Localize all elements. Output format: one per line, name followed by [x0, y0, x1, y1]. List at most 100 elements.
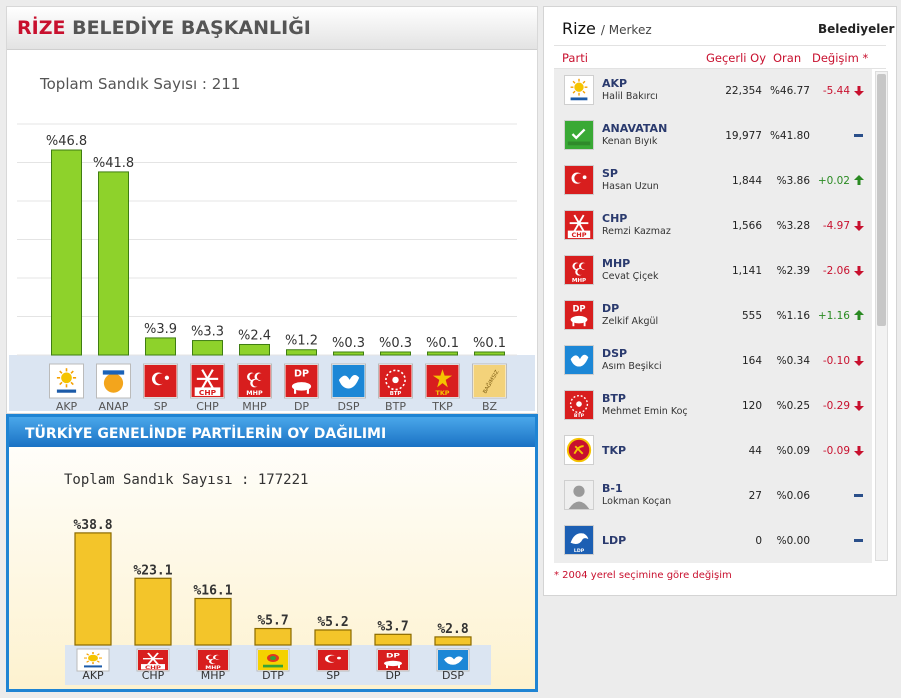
results-type-label[interactable]: Belediyeler [818, 22, 895, 36]
dtp-logo-icon [256, 648, 290, 672]
party-row[interactable]: CHP CHP Remzi Kazmaz 1,566 %3.28 -4.97 [554, 204, 872, 250]
party-row[interactable]: AKP Halil Bakırcı 22,354 %46.77 -5.44 [554, 69, 872, 115]
turkey-panel-header [9, 417, 535, 447]
vote-change: -0.09 [822, 445, 850, 457]
dsp-logo-icon [564, 345, 594, 375]
data-label-chp: %3.3 [191, 325, 224, 340]
dp-logo-icon: DP [376, 648, 410, 672]
data-label-anap: %41.8 [93, 156, 134, 171]
party-row[interactable]: LDP LDP 0 %0.00 [554, 519, 872, 563]
bar-bz [474, 351, 505, 356]
tkp-logo-icon [564, 435, 594, 465]
arrow-down-icon [854, 356, 864, 366]
data-label-akp: %38.8 [73, 518, 112, 533]
bar-btp [380, 351, 411, 356]
no-change-dash-icon [854, 539, 863, 542]
bar-dtp [254, 627, 292, 646]
mhp-logo-icon: MHP [564, 255, 594, 285]
svg-text:MHP: MHP [572, 278, 586, 284]
title-rest: BELEDİYE BAŞKANLIĞI [72, 17, 311, 39]
scrollbar-thumb[interactable] [877, 74, 886, 326]
tick-label-chp: CHP [142, 669, 165, 682]
svg-text:DP: DP [572, 303, 585, 313]
party-row[interactable]: SP Hasan Uzun 1,844 %3.86 +0.02 [554, 159, 872, 205]
vote-share: %3.86 [776, 175, 810, 187]
results-list[interactable]: AKP Halil Bakırcı 22,354 %46.77 -5.44 ANAVATA… [554, 69, 874, 563]
tick-label-dsp: DSP [337, 400, 359, 413]
svg-text:DP: DP [386, 652, 401, 659]
svg-text:BTP: BTP [574, 413, 585, 419]
results-district: / Merkez [600, 23, 652, 37]
tick-label-dtp: DTP [262, 669, 284, 682]
arrow-down-icon [854, 221, 864, 231]
tick-label-mhp: MHP [242, 400, 267, 413]
vote-change: +1.16 [817, 310, 850, 322]
vote-count: 19,977 [725, 130, 762, 142]
dp-logo-icon: DP [564, 300, 594, 330]
party-name: DSP [602, 347, 628, 360]
data-label-bz: %0.1 [473, 336, 506, 351]
party-row[interactable]: TKP 44 %0.09 -0.09 [554, 429, 872, 475]
bar-tkp [427, 351, 458, 356]
results-city: Rize [562, 19, 596, 38]
arrow-down-icon [854, 446, 864, 456]
svg-text:MHP: MHP [205, 666, 221, 671]
results-footnote: * 2004 yerel seçimine göre değişim [554, 570, 732, 581]
akp-logo-icon [76, 648, 110, 672]
svg-text:BTP: BTP [390, 391, 402, 397]
vote-share: %0.06 [776, 490, 810, 502]
candidate-name: Kenan Bıyık [602, 136, 658, 147]
bar-mhp [194, 597, 232, 646]
results-table-panel: Rize / Merkez Belediyeler Parti Geçerli … [543, 6, 897, 596]
bar-anap [98, 171, 129, 356]
svg-text:MHP: MHP [246, 389, 263, 397]
dp-logo-icon: DP [284, 363, 319, 399]
vote-count: 1,566 [731, 220, 762, 232]
party-row[interactable]: B-1 Lokman Koçan 27 %0.06 [554, 474, 872, 520]
party-row[interactable]: DP DP Zelkif Akgül 555 %1.16 +1.16 [554, 294, 872, 340]
party-row[interactable]: ANAVATAN Kenan Bıyık 19,977 %41.80 [554, 114, 872, 160]
turkey-total-ballots: Toplam Sandık Sayısı : 177221 [64, 472, 308, 488]
party-row[interactable]: BTP BTP Mehmet Emin Koç 120 %0.25 -0.29 [554, 384, 872, 430]
svg-text:CHP: CHP [571, 231, 586, 239]
party-name: BTP [602, 392, 626, 405]
vote-count: 27 [748, 490, 762, 502]
chp-logo-icon: CHP [136, 648, 170, 672]
party-row[interactable]: MHP MHP Cevat Çiçek 1,141 %2.39 -2.06 [554, 249, 872, 295]
ldp-logo-icon: LDP [564, 525, 594, 555]
results-scrollbar[interactable] [875, 71, 888, 561]
btp-logo-icon: BTP [564, 390, 594, 420]
anap-logo-icon [96, 363, 131, 399]
bar-mhp [239, 343, 270, 356]
candidate-name: Halil Bakırcı [602, 91, 658, 102]
results-location: Rize / Merkez [562, 19, 652, 38]
rize-total-ballots: Toplam Sandık Sayısı : 211 [40, 75, 241, 93]
bz-logo-icon: BAĞIMSIZ [472, 363, 507, 399]
akp-logo-icon [49, 363, 84, 399]
vote-count: 22,354 [725, 85, 762, 97]
vote-share: %0.00 [776, 535, 810, 547]
party-row[interactable]: DSP Asım Beşikci 164 %0.34 -0.10 [554, 339, 872, 385]
tick-label-chp: CHP [196, 400, 219, 413]
chp-logo-icon: CHP [190, 363, 225, 399]
bar-akp [74, 532, 112, 646]
vote-change: -0.10 [822, 355, 850, 367]
bar-chp [192, 340, 223, 356]
vote-change: +0.02 [817, 175, 850, 187]
tick-label-dp: DP [385, 669, 400, 682]
data-label-dp: %3.7 [377, 619, 408, 634]
tick-label-bz: BZ [482, 400, 498, 413]
mhp-logo-icon: MHP [196, 648, 230, 672]
anavatan-logo-icon [564, 120, 594, 150]
candidate-name: Lokman Koçan [602, 496, 672, 507]
rize-panel-title: RİZE BELEDİYE BAŞKANLIĞI [17, 17, 311, 39]
arrow-down-icon [854, 86, 864, 96]
divider [554, 68, 886, 69]
sp-logo-icon [316, 648, 350, 672]
sp-logo-icon [143, 363, 178, 399]
column-header-party: Parti [562, 51, 588, 65]
vote-change: -5.44 [822, 85, 850, 97]
vote-change: -0.29 [822, 400, 850, 412]
data-label-dp: %1.2 [285, 334, 318, 349]
btp-logo-icon: BTP [378, 363, 413, 399]
